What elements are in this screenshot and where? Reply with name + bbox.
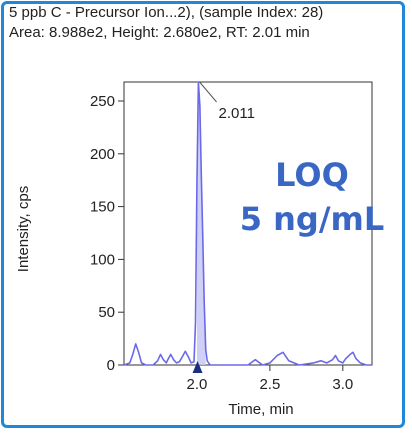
chart-marks: 2.011 bbox=[123, 81, 372, 373]
x-tick-label: 2.5 bbox=[259, 376, 280, 393]
x-axis-label: Time, min bbox=[228, 401, 293, 418]
y-tick-label: 200 bbox=[90, 146, 115, 163]
peak-callout-line bbox=[199, 81, 217, 103]
chart-axes: 0 50 100 150 200 250 2.0 2.5 3.0 bbox=[90, 81, 373, 393]
x-tick-label: 3.0 bbox=[332, 376, 353, 393]
loq-label: LOQ bbox=[275, 156, 349, 194]
chromatogram-trace bbox=[123, 81, 372, 366]
peak-summary: Area: 8.988e2, Height: 2.680e2, RT: 2.01… bbox=[9, 24, 310, 41]
y-tick-label: 50 bbox=[98, 304, 115, 321]
y-tick-label: 0 bbox=[107, 357, 115, 374]
y-tick-label: 150 bbox=[90, 199, 115, 216]
x-tick-label: 2.0 bbox=[187, 376, 208, 393]
y-tick-label: 250 bbox=[90, 93, 115, 110]
y-axis-label: Intensity, cps bbox=[15, 186, 32, 272]
retention-time-marker bbox=[192, 361, 203, 373]
loq-concentration: 5 ng/mL bbox=[240, 200, 385, 238]
sample-title: 5 ppb C - Precursor Ion...2), (sample In… bbox=[9, 4, 324, 21]
y-tick-label: 100 bbox=[90, 251, 115, 268]
peak-rt-label: 2.011 bbox=[219, 105, 255, 122]
